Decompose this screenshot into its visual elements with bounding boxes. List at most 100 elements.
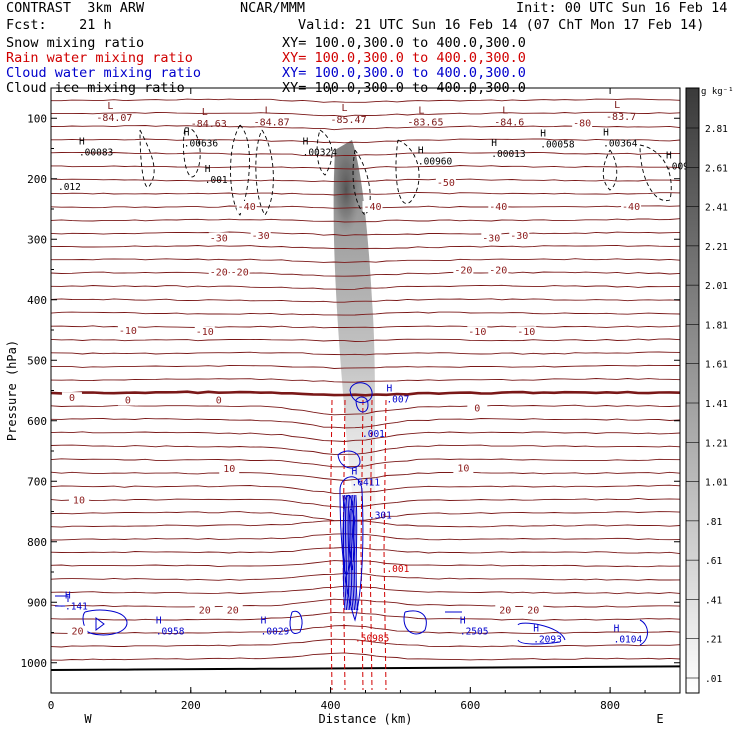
ice-maximum-value: .00364 xyxy=(603,138,638,149)
y-tick-label: 600 xyxy=(27,415,47,428)
isotherm xyxy=(51,611,680,621)
isotherm xyxy=(51,244,680,250)
rain-contour xyxy=(383,399,387,691)
x-tick-label: 800 xyxy=(600,699,620,712)
label-bg xyxy=(208,232,229,244)
rain-maximum-value: .001 xyxy=(386,564,409,575)
rain-contour xyxy=(342,399,346,691)
label-bg xyxy=(488,264,509,276)
label-bg xyxy=(67,625,88,637)
isotherm-label: -20 xyxy=(454,266,472,277)
isotherm-label: -30 xyxy=(510,231,528,242)
isotherm xyxy=(51,218,680,223)
ice-contour xyxy=(352,149,371,216)
colorbar: 2.81 2.61 2.41 2.21 2.01 1.81 1.61 1.41 1.21 1.01… xyxy=(685,87,734,694)
ice-maximum-marker: H xyxy=(184,127,190,138)
isotherm-label: -20 xyxy=(231,267,249,278)
label-bg xyxy=(435,176,456,188)
field-snow-xy: XY= 100.0,300.0 to 400.0,300.0 xyxy=(282,35,526,51)
label-bg xyxy=(208,266,229,278)
colorbar-label: .41 xyxy=(705,595,722,606)
minimum-marker: L xyxy=(342,103,348,114)
label-bg xyxy=(219,462,240,474)
cloud-water-maximum-value: .6411 xyxy=(352,477,381,488)
ice-contour xyxy=(255,129,274,216)
cloud-water-maximum-value: .2505 xyxy=(460,627,489,638)
minimum-value: -84.87 xyxy=(254,117,290,128)
valid-time: Valid: 21 UTC Sun 16 Feb 14 (07 ChT Mon … xyxy=(298,17,705,33)
minimum-value: -83.7 xyxy=(606,112,636,123)
label-bg xyxy=(229,266,250,278)
cloud-water-contour xyxy=(355,396,369,413)
colorbar-label: 1.01 xyxy=(705,478,728,489)
label-bg xyxy=(194,604,215,616)
ice-maximum-marker: H xyxy=(666,150,672,161)
isotherm xyxy=(51,638,680,648)
title-left: CONTRAST 3km ARW xyxy=(6,0,145,16)
colorbar-label: .61 xyxy=(705,556,722,567)
ice-contour xyxy=(395,139,420,204)
colorbar-label: .01 xyxy=(705,674,722,685)
colorbar-label: 2.01 xyxy=(705,281,728,292)
title-center: NCAR/MMM xyxy=(240,0,306,16)
isotherm xyxy=(51,444,680,455)
cloud-water-contours xyxy=(55,382,648,646)
cloud-water-core xyxy=(355,494,359,611)
cloud-water-maximum-value: .0104 xyxy=(614,635,643,646)
cloud-water-maximum-value: .141 xyxy=(65,601,88,612)
isotherm-label: 10 xyxy=(457,463,469,474)
isotherm xyxy=(51,484,680,494)
y-tick-label: 700 xyxy=(27,475,47,488)
label-bg xyxy=(467,326,488,338)
x-axis-label: Distance (km) xyxy=(319,712,413,726)
isotherm-label: -30 xyxy=(210,233,228,244)
colorbar-label: 1.61 xyxy=(705,360,728,371)
isotherm-label: 0 xyxy=(474,403,480,414)
x-tick-label: 400 xyxy=(321,699,341,712)
colorbar-label: 2.61 xyxy=(705,163,728,174)
isotherm xyxy=(51,497,680,508)
cloud-water-core xyxy=(352,494,356,611)
cloud-water-contour xyxy=(82,609,128,636)
y-tick-label: 300 xyxy=(27,233,47,246)
ice-maximum-value: .012 xyxy=(58,182,81,193)
field-cloud-water-xy: XY= 100.0,300.0 to 400.0,300.0 xyxy=(282,65,526,81)
label-bg xyxy=(61,392,82,404)
isotherm xyxy=(51,258,680,263)
isotherm xyxy=(51,284,680,290)
cloud-water-core xyxy=(348,494,352,611)
colorbar-label: 2.21 xyxy=(705,242,728,253)
isotherm xyxy=(51,458,680,468)
label-bg xyxy=(516,326,537,338)
isotherm xyxy=(51,546,680,555)
cloud-water-contour xyxy=(95,617,105,631)
isotherm xyxy=(51,511,680,522)
minimum-value: -83.65 xyxy=(407,117,443,128)
cloud-water-core xyxy=(353,494,357,611)
label-bg xyxy=(509,230,530,242)
isotherm xyxy=(51,325,680,329)
rain-contour xyxy=(360,399,364,691)
cloud-water-core xyxy=(350,494,354,611)
isotherm xyxy=(51,471,680,481)
ice-contour xyxy=(602,149,618,191)
cloud-water-contour xyxy=(289,610,303,634)
field-cloud-water-label: Cloud water mixing ratio xyxy=(6,65,202,81)
isotherm xyxy=(51,165,680,170)
forecast-hour: Fcst: 21 h xyxy=(6,17,112,33)
rain-contour xyxy=(329,399,333,691)
isotherm-label: -10 xyxy=(468,327,486,338)
cloud-water-contour xyxy=(639,619,648,646)
ice-maximum-value: .001 xyxy=(205,175,228,186)
isotherm-label: -80 xyxy=(573,119,591,130)
cloud-water-maximum-marker: H xyxy=(460,616,466,627)
field-rain-xy: XY= 100.0,300.0 to 400.0,300.0 xyxy=(282,50,526,66)
minimum-value: -84.6 xyxy=(494,117,524,128)
x-tick-label: 0 xyxy=(48,699,55,712)
isotherm xyxy=(51,533,680,541)
colorbar-label: 2.81 xyxy=(705,124,728,135)
ice-maximum-value: .00636 xyxy=(184,138,219,149)
minimum-marker: L xyxy=(202,107,208,118)
isotherm-label: 20 xyxy=(199,606,211,617)
cloud-water-maximum-marker: H xyxy=(352,466,358,477)
